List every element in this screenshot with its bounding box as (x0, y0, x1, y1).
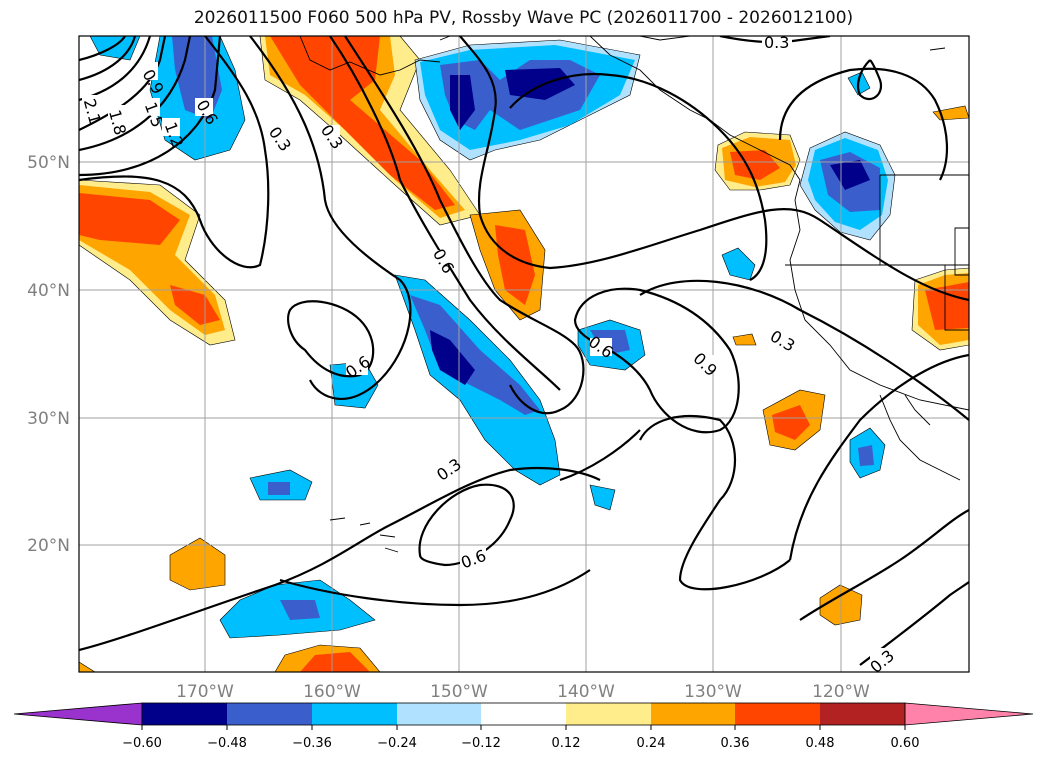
colorbar-tick-label: −0.60 (122, 736, 162, 751)
pv-contours (79, 36, 969, 666)
lon-label: 170°W (176, 682, 234, 702)
colorbar-tick-label: −0.24 (377, 736, 417, 751)
lon-label: 120°W (812, 682, 870, 702)
colorbar-left-extend (13, 702, 143, 726)
colorbar-swatch (397, 703, 481, 725)
contour-label: 0.3 (764, 33, 789, 52)
colorbar-tick-label: 0.24 (637, 736, 666, 751)
coastlines (299, 36, 969, 553)
lat-label: 20°N (27, 536, 70, 556)
colorbar: −0.60 −0.48 −0.36 −0.24 −0.12 0.12 0.24 … (13, 702, 1034, 751)
colorbar-swatch (142, 703, 227, 725)
colorbar-tick-label: 0.12 (552, 736, 581, 751)
colorbar-swatch (566, 703, 651, 725)
colorbar-swatch (481, 703, 566, 725)
colorbar-tick-label: 0.48 (806, 736, 835, 751)
map-frame (78, 35, 970, 673)
colorbar-right-extend (904, 702, 1034, 726)
map-plot-area: 0.9 1.8 2.1 1.5 1.2 0.6 0.3 0.3 0.6 0.6 … (79, 33, 969, 672)
colorbar-tick-label: 0.36 (721, 736, 750, 751)
lon-label: 130°W (684, 682, 742, 702)
colorbar-swatch (820, 703, 905, 725)
map-title: 2026011500 F060 500 hPa PV, Rossby Wave … (193, 8, 854, 28)
colorbar-swatch (312, 703, 397, 725)
colorbar-tick-label: −0.48 (207, 736, 247, 751)
colorbar-tick-label: −0.36 (292, 736, 332, 751)
colorbar-tick-label: −0.12 (461, 736, 501, 751)
colorbar-swatch (735, 703, 820, 725)
lat-label: 40°N (27, 281, 70, 301)
lon-label: 160°W (303, 682, 361, 702)
shaded-anomaly-fields (79, 36, 969, 672)
lon-label: 140°W (557, 682, 615, 702)
latitude-labels: 50°N 40°N 30°N 20°N (27, 153, 70, 556)
colorbar-ticks (141, 725, 906, 730)
colorbar-swatch (227, 703, 312, 725)
map-gridlines (79, 36, 969, 672)
colorbar-swatch (651, 703, 735, 725)
longitude-labels: 170°W 160°W 150°W 140°W 130°W 120°W (176, 682, 870, 702)
lat-label: 30°N (27, 409, 70, 429)
lat-label: 50°N (27, 153, 70, 173)
colorbar-tick-label: 0.60 (891, 736, 920, 751)
lon-label: 150°W (430, 682, 488, 702)
